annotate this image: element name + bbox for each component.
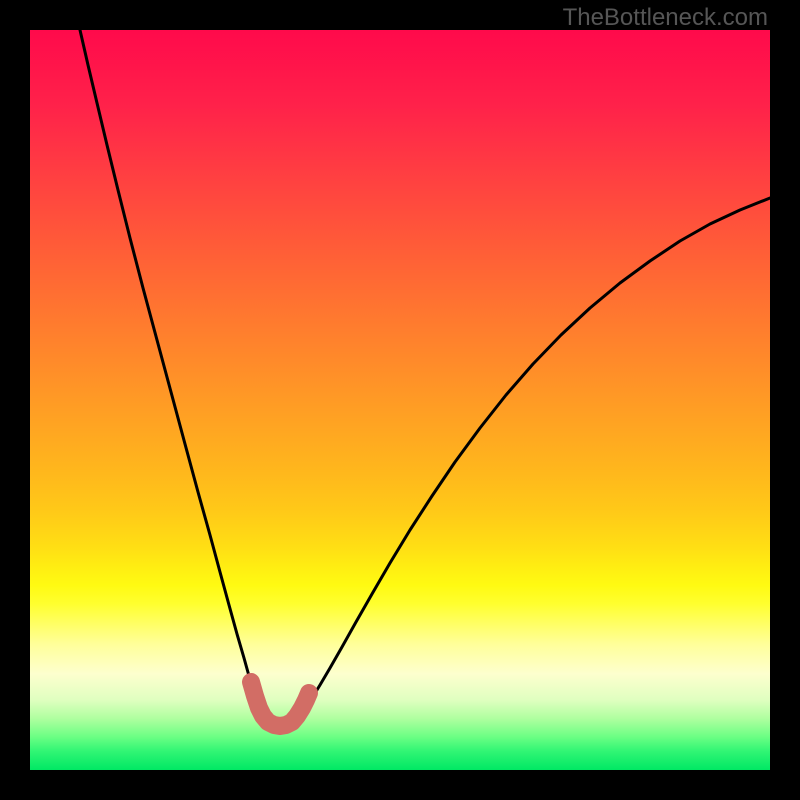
background-rect bbox=[30, 30, 770, 770]
chart-svg bbox=[30, 30, 770, 770]
chart-frame: TheBottleneck.com bbox=[0, 0, 800, 800]
watermark-text: TheBottleneck.com bbox=[563, 4, 768, 32]
chart-area bbox=[30, 30, 770, 770]
